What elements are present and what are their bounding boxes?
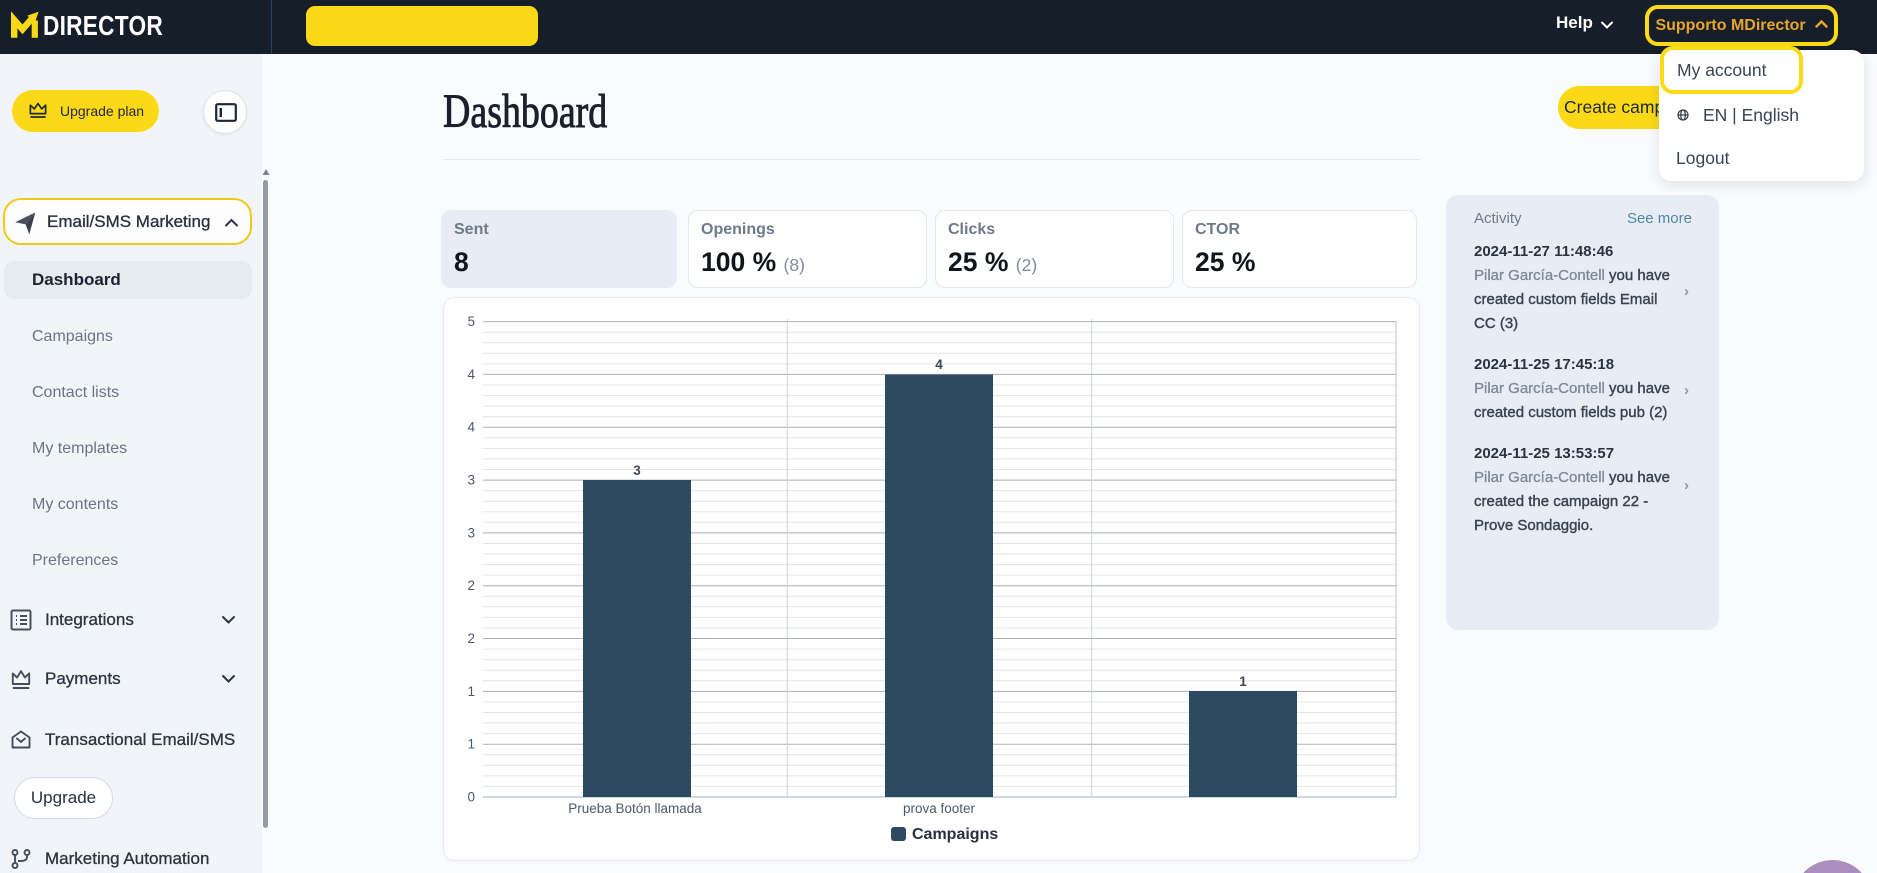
svg-text:3: 3 [633, 463, 641, 478]
svg-text:4: 4 [467, 420, 475, 435]
svg-text:Prueba Botón llamada: Prueba Botón llamada [568, 801, 702, 816]
svg-text:2: 2 [467, 578, 475, 593]
svg-text:0: 0 [467, 790, 475, 805]
svg-text:Campaigns: Campaigns [912, 826, 998, 843]
svg-text:4: 4 [935, 357, 943, 372]
svg-text:1: 1 [467, 684, 475, 699]
svg-text:2: 2 [467, 631, 475, 646]
svg-text:4: 4 [467, 367, 475, 382]
svg-text:3: 3 [467, 525, 475, 540]
svg-text:5: 5 [467, 314, 475, 329]
svg-text:prova footer: prova footer [903, 801, 976, 816]
svg-text:3: 3 [467, 473, 475, 488]
svg-text:1: 1 [1239, 674, 1247, 689]
svg-text:1: 1 [467, 737, 475, 752]
